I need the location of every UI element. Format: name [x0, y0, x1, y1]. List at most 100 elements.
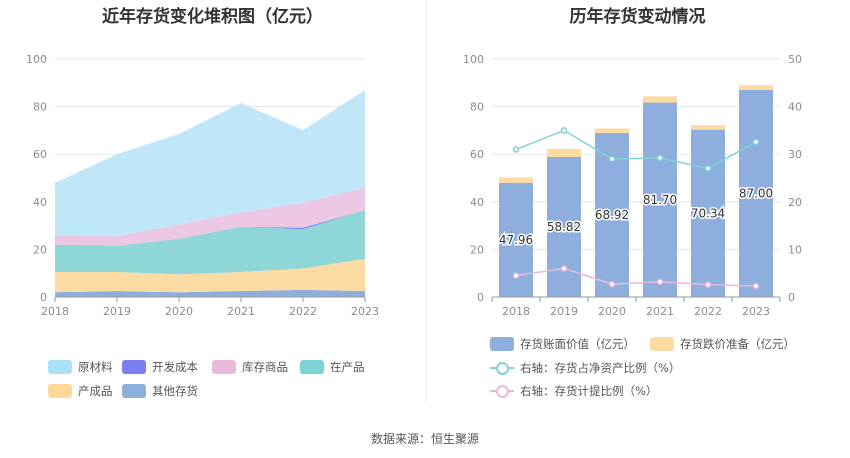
left-x-tick-label: 2022 [289, 305, 317, 318]
bar-book-value-2019 [547, 157, 581, 297]
legend-swatch [300, 360, 324, 374]
line-point-2019 [560, 127, 568, 134]
right-left-y-tick-label: 0 [477, 291, 484, 304]
legend-swatch [490, 337, 514, 351]
line-point-2020 [608, 280, 616, 288]
bar-impairment-2021 [643, 96, 677, 103]
legend-label: 原材料 [78, 360, 113, 374]
bar-book-value-2023 [739, 89, 773, 297]
line-point-2018 [512, 272, 520, 279]
area-series-原材料 [55, 89, 365, 237]
right-chart-title: 历年存货变动情况 [569, 7, 706, 27]
left-y-tick-label: 40 [33, 196, 47, 209]
area-series-在产品 [55, 210, 365, 275]
right-y2-tick-label: 10 [788, 243, 802, 256]
legend-swatch [650, 337, 674, 351]
right-x-tick-label: 2023 [742, 305, 770, 318]
left-x-tick-label: 2019 [103, 305, 131, 318]
legend-label: 其他存货 [152, 384, 198, 398]
legend-item[interactable]: 库存商品 [212, 359, 288, 375]
line-series-provision-ratio [515, 267, 757, 287]
line-point-2021 [656, 278, 664, 286]
legend-swatch [122, 360, 146, 374]
legend-swatch [48, 360, 72, 374]
bar-data-label-2018: 47.96 [499, 233, 533, 247]
data-source-note: 数据来源：恒生聚源 [370, 432, 479, 446]
right-x-tick-label: 2020 [598, 305, 626, 318]
right-x-tick-label: 2019 [550, 305, 578, 318]
right-left-y-tick-label: 40 [470, 196, 484, 209]
legend-item[interactable]: 原材料 [48, 359, 113, 375]
legend-label: 产成品 [78, 384, 113, 398]
left-chart-title: 近年存货变化堆积图（亿元） [102, 7, 323, 27]
left-y-tick-label: 80 [33, 101, 47, 114]
left-y-tick-label: 100 [26, 53, 47, 66]
area-series-库存商品 [55, 187, 365, 246]
legend-item[interactable]: 存货账面价值（亿元） [490, 336, 635, 352]
bar-data-label-2021: 81.70 [643, 193, 677, 207]
line-point-2020 [608, 155, 616, 163]
line-series-inventory-ratio [515, 129, 757, 170]
legend-line-marker [490, 361, 514, 375]
left-x-tick-label: 2021 [227, 305, 255, 318]
legend-label: 在产品 [330, 360, 365, 374]
right-y2-tick-label: 40 [788, 101, 802, 114]
bar-data-label-2023: 87.00 [739, 186, 773, 200]
bar-impairment-2023 [739, 85, 773, 90]
legend-label: 开发成本 [152, 360, 198, 374]
right-y2-tick-label: 50 [788, 53, 802, 66]
legend-item[interactable]: 存货跌价准备（亿元） [650, 336, 795, 352]
bar-impairment-2020 [595, 128, 629, 133]
bar-book-value-2021 [643, 102, 677, 297]
right-left-y-tick-label: 80 [470, 101, 484, 114]
left-x-tick-label: 2023 [351, 305, 379, 318]
right-left-y-tick-label: 20 [470, 243, 484, 256]
legend-item[interactable]: 右轴：存货计提比例（%） [490, 383, 657, 399]
right-x-tick-label: 2021 [646, 305, 674, 318]
right-left-y-tick-label: 60 [470, 148, 484, 161]
line-point-2023 [752, 282, 760, 290]
area-series-开发成本 [55, 210, 365, 246]
bar-data-label-2022: 70.34 [691, 206, 725, 220]
legend-item[interactable]: 产成品 [48, 383, 113, 399]
line-point-2022 [704, 165, 712, 172]
legend-item[interactable]: 其他存货 [122, 383, 198, 399]
area-series-其他存货 [55, 289, 365, 297]
line-point-2022 [704, 281, 712, 288]
area-series-产成品 [55, 258, 365, 293]
left-y-tick-label: 60 [33, 148, 47, 161]
legend-item[interactable]: 在产品 [300, 359, 365, 375]
right-y2-tick-label: 30 [788, 148, 802, 161]
legend-swatch [212, 360, 236, 374]
legend-item[interactable]: 开发成本 [122, 359, 198, 375]
line-point-2023 [752, 138, 760, 146]
legend-label: 存货跌价准备（亿元） [680, 337, 795, 351]
left-y-tick-label: 0 [40, 291, 47, 304]
left-x-tick-label: 2020 [165, 305, 193, 318]
legend-item[interactable]: 右轴：存货占净资产比例（%） [490, 360, 680, 376]
bar-impairment-2022 [691, 125, 725, 130]
bar-data-label-2019: 58.82 [547, 220, 581, 234]
left-y-tick-label: 20 [33, 243, 47, 256]
legend-label: 右轴：存货占净资产比例（%） [520, 361, 681, 375]
right-y2-tick-label: 20 [788, 196, 802, 209]
bar-impairment-2019 [547, 148, 581, 158]
right-x-tick-label: 2018 [502, 305, 530, 318]
right-y2-tick-label: 0 [788, 291, 795, 304]
right-x-tick-label: 2022 [694, 305, 722, 318]
legend-swatch [122, 384, 146, 398]
right-left-y-tick-label: 100 [463, 53, 484, 66]
bar-impairment-2018 [499, 177, 533, 183]
panel-divider [426, 0, 427, 405]
line-point-2018 [512, 146, 520, 153]
legend-swatch [48, 384, 72, 398]
line-point-2019 [560, 265, 568, 272]
legend-label: 库存商品 [242, 360, 288, 374]
left-x-tick-label: 2018 [41, 305, 69, 318]
bar-book-value-2022 [691, 129, 725, 297]
bar-data-label-2020: 68.92 [595, 208, 629, 222]
line-point-2021 [656, 154, 664, 162]
legend-line-marker [490, 384, 514, 398]
legend-label: 右轴：存货计提比例（%） [520, 384, 658, 398]
